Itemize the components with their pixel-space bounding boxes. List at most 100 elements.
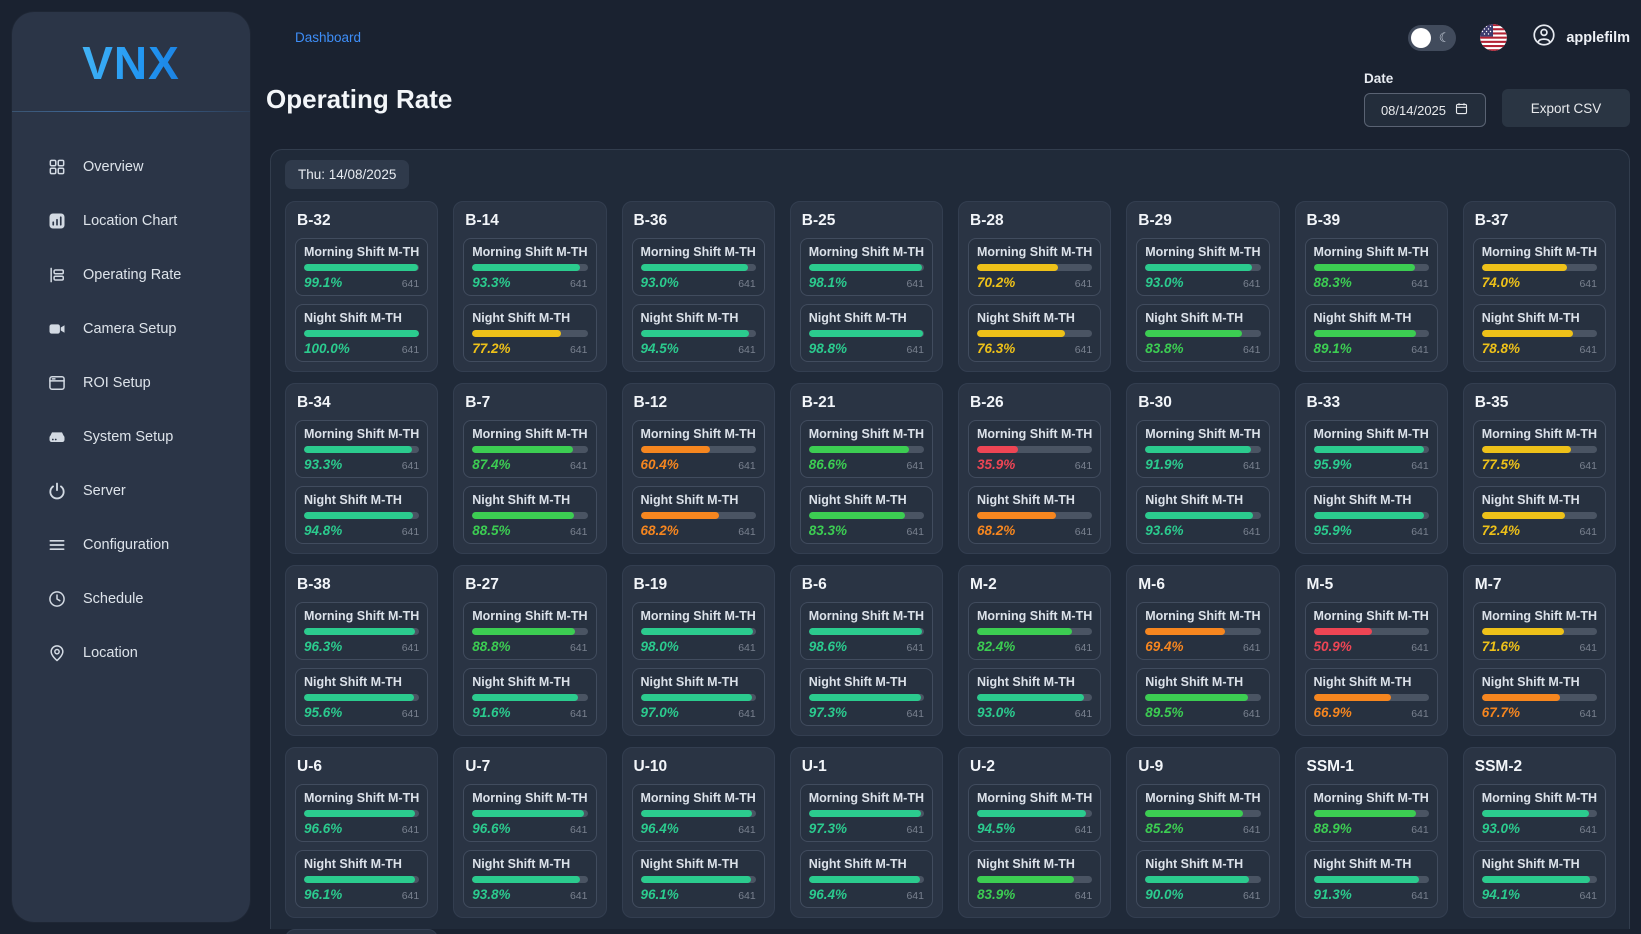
night-shift-box: Night Shift M-TH 95.9% 641	[1304, 486, 1438, 544]
machine-name: U-7	[465, 758, 491, 775]
progress-track	[1481, 810, 1597, 817]
night-shift-label: Night Shift M-TH	[304, 857, 402, 871]
machine-card: B-21 Morning Shift M-TH 86.6% 641 Night Shif…	[789, 383, 943, 554]
machine-name: B-30	[1138, 394, 1172, 411]
progress-fill	[472, 628, 575, 635]
progress-track	[808, 330, 924, 337]
progress-fill	[1481, 876, 1591, 883]
machine-card: B-12 Morning Shift M-TH 60.4% 641 Night Shif…	[621, 383, 775, 554]
progress-fill	[304, 512, 414, 519]
user-menu[interactable]: applefilm	[1531, 22, 1630, 53]
sidebar-item-operating-rate[interactable]: Operating Rate	[46, 248, 250, 302]
progress-track	[472, 628, 588, 635]
sidebar-item-schedule[interactable]: Schedule	[46, 572, 250, 626]
progress-track	[1481, 512, 1597, 519]
sample-count: 641	[738, 460, 756, 472]
morning-shift-label: Morning Shift M-TH	[808, 791, 924, 805]
machine-card: B-29 Morning Shift M-TH 93.0% 641 Night Shif…	[1126, 201, 1280, 372]
machine-name: M-7	[1474, 576, 1502, 593]
shift-meta: 97.3% 641	[809, 705, 924, 720]
machine-card: B-19 Morning Shift M-TH 98.0% 641 Night Shif…	[621, 565, 775, 736]
morning-shift-label: Morning Shift M-TH	[640, 427, 756, 441]
machine-card: B-35 Morning Shift M-TH 77.5% 641 Night Shif…	[1462, 383, 1616, 554]
theme-toggle[interactable]: ☾	[1408, 24, 1457, 51]
sample-count: 641	[1579, 526, 1597, 538]
menu-icon	[46, 534, 68, 556]
sidebar-item-location[interactable]: Location	[46, 626, 250, 680]
sample-count: 641	[569, 708, 588, 720]
sidebar-item-label: Overview	[83, 158, 144, 175]
sidebar-item-camera-setup[interactable]: Camera Setup	[46, 302, 250, 356]
calendar-icon[interactable]	[1454, 101, 1469, 119]
shift-percentage: 98.0%	[640, 639, 679, 654]
username: applefilm	[1566, 29, 1630, 46]
sample-count: 641	[906, 278, 924, 290]
machine-card: B-39 Morning Shift M-TH 88.3% 641 Night Shif…	[1294, 201, 1448, 372]
shift-percentage: 93.0%	[1481, 821, 1521, 836]
sidebar-item-label: Configuration	[83, 536, 170, 553]
page-title: Operating Rate	[266, 83, 453, 114]
morning-shift-label: Morning Shift M-TH	[977, 791, 1093, 805]
morning-shift-box: Morning Shift M-TH 98.1% 641	[799, 238, 933, 296]
morning-shift-label: Morning Shift M-TH	[808, 245, 924, 259]
breadcrumb[interactable]: Dashboard	[295, 30, 362, 45]
export-csv-button[interactable]: Export CSV	[1502, 89, 1630, 127]
bar-chart-icon	[46, 210, 68, 232]
shift-meta: 85.2% 641	[1145, 821, 1260, 836]
progress-track	[808, 264, 924, 271]
shift-meta: 70.2% 641	[977, 275, 1092, 290]
sample-count: 641	[401, 278, 420, 290]
machine-card: U-6 Morning Shift M-TH 96.6% 641 Night Shift…	[285, 747, 439, 918]
morning-shift-box: Morning Shift M-TH 35.9% 641	[968, 420, 1102, 478]
morning-shift-box: Morning Shift M-TH 98.6% 641	[799, 602, 933, 660]
shift-percentage: 97.3%	[808, 821, 848, 836]
machine-name: M-6	[1138, 576, 1165, 593]
shift-meta: 77.2% 641	[472, 341, 587, 356]
night-shift-label: Night Shift M-TH	[472, 311, 571, 325]
shift-meta: 96.6% 641	[472, 821, 587, 836]
date-label: Date	[1364, 71, 1394, 86]
us-flag-icon[interactable]	[1480, 24, 1508, 51]
progress-track	[1313, 512, 1429, 519]
shift-percentage: 78.8%	[1481, 341, 1521, 356]
progress-fill	[1481, 330, 1573, 337]
sample-count: 641	[1411, 890, 1429, 902]
night-shift-label: Night Shift M-TH	[1481, 675, 1580, 689]
machine-name: B-27	[465, 576, 499, 593]
sidebar-item-location-chart[interactable]: Location Chart	[46, 194, 250, 248]
shift-meta: 100.0% 641	[304, 341, 419, 356]
progress-fill	[1145, 512, 1254, 519]
progress-fill	[1313, 876, 1419, 883]
morning-shift-box: Morning Shift M-TH 70.2% 641	[968, 238, 1102, 296]
shift-percentage: 69.4%	[1145, 639, 1184, 654]
sidebar-item-roi-setup[interactable]: ROI Setup	[46, 356, 250, 410]
morning-shift-label: Morning Shift M-TH	[1313, 791, 1429, 805]
progress-fill	[808, 694, 921, 701]
machine-card: M-2 Morning Shift M-TH 82.4% 641 Night Shift…	[958, 565, 1112, 736]
shift-percentage: 76.3%	[977, 341, 1016, 356]
night-shift-box: Night Shift M-TH 83.3% 641	[799, 486, 933, 544]
night-shift-label: Night Shift M-TH	[808, 493, 907, 507]
morning-shift-box: Morning Shift M-TH 96.3% 641	[295, 602, 429, 660]
progress-fill	[1313, 694, 1391, 701]
night-shift-box: Night Shift M-TH 78.8% 641	[1472, 304, 1606, 362]
progress-fill	[640, 264, 748, 271]
sidebar-item-configuration[interactable]: Configuration	[46, 518, 250, 572]
machine-name: B-38	[297, 576, 331, 593]
shift-percentage: 94.5%	[640, 341, 679, 356]
shift-meta: 95.9% 641	[1314, 457, 1429, 472]
date-input[interactable]: 08/14/2025	[1364, 93, 1486, 127]
sidebar-item-system-setup[interactable]: System Setup	[46, 410, 250, 464]
shift-meta: 95.9% 641	[1314, 523, 1429, 538]
progress-track	[1145, 330, 1261, 337]
sidebar-item-server[interactable]: Server	[46, 464, 250, 518]
sidebar-item-overview[interactable]: Overview	[46, 140, 250, 194]
sample-count: 641	[1579, 708, 1597, 720]
progress-track	[472, 810, 588, 817]
shift-meta: 83.9% 641	[977, 887, 1092, 902]
machine-name: B-28	[970, 212, 1004, 229]
machine-name: B-26	[970, 394, 1004, 411]
morning-shift-label: Morning Shift M-TH	[304, 245, 420, 259]
sample-count: 641	[1074, 344, 1093, 356]
progress-track	[640, 512, 756, 519]
